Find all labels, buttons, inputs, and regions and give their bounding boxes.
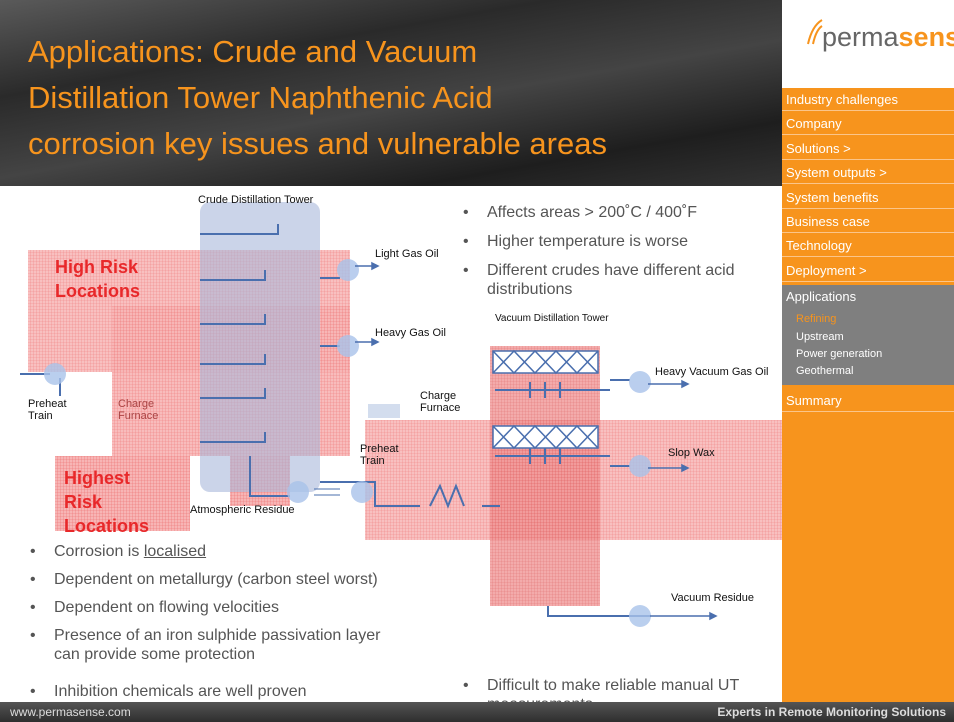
risk-label: High Risk Locations bbox=[55, 255, 175, 303]
crude-tower bbox=[200, 202, 320, 492]
nav-subitem[interactable]: Refining bbox=[796, 313, 836, 325]
nav-item-active[interactable]: Applications bbox=[782, 285, 954, 308]
diagram-label: Charge Furnace bbox=[118, 398, 168, 422]
title-line: corrosion key issues and vulnerable area… bbox=[28, 126, 607, 162]
logo-text: perma bbox=[822, 22, 899, 52]
nav-item[interactable]: System benefits bbox=[782, 186, 954, 209]
nav-item[interactable]: Deployment > bbox=[782, 259, 954, 282]
title-line: Applications: Crude and Vacuum bbox=[28, 34, 477, 70]
footer-tagline: Experts in Remote Monitoring Solutions bbox=[717, 702, 946, 722]
header: Applications: Crude and Vacuum Distillat… bbox=[0, 0, 782, 186]
bullet: Dependent on metallurgy (carbon steel wo… bbox=[30, 570, 454, 589]
footer-url: www.permasense.com bbox=[10, 702, 131, 722]
nav-item[interactable]: System outputs > bbox=[782, 161, 954, 184]
bullet: Higher temperature is worse bbox=[463, 232, 777, 251]
nav-subitem[interactable]: Power generation bbox=[796, 348, 882, 360]
diagram-label: Vacuum Distillation Tower bbox=[495, 313, 609, 324]
bullet: Presence of an iron sulphide passivation… bbox=[30, 626, 384, 664]
diagram-label: Light Gas Oil bbox=[375, 248, 439, 260]
nav-item[interactable]: Solutions > bbox=[782, 137, 954, 160]
nav-item[interactable]: Summary bbox=[782, 389, 954, 412]
diagram-label: Slop Wax bbox=[668, 447, 715, 459]
logo-text: sense bbox=[899, 22, 954, 52]
diagram-label: Heavy Gas Oil bbox=[375, 327, 446, 339]
nav-subitem[interactable]: Geothermal bbox=[796, 365, 853, 377]
diagram-label: Vacuum Residue bbox=[671, 592, 754, 604]
diagram-label: Atmospheric Residue bbox=[190, 504, 295, 516]
footer: www.permasense.com Experts in Remote Mon… bbox=[0, 702, 954, 722]
diagram-label: Charge Furnace bbox=[420, 390, 470, 414]
slide: Applications: Crude and Vacuum Distillat… bbox=[0, 0, 954, 722]
bullet: Inhibition chemicals are well proven bbox=[30, 682, 454, 701]
nav-item[interactable]: Company bbox=[782, 112, 954, 135]
bullet: Different crudes have different acid dis… bbox=[463, 261, 777, 299]
bullet: Corrosion is localised bbox=[30, 542, 454, 561]
risk-label: Highest Risk Locations bbox=[64, 466, 164, 538]
title-line: Distillation Tower Naphthenic Acid bbox=[28, 80, 493, 116]
nav-subitem[interactable]: Upstream bbox=[796, 331, 844, 343]
nav-item[interactable]: Industry challenges bbox=[782, 88, 954, 111]
bullet: Affects areas > 200˚C / 400˚F bbox=[463, 203, 777, 222]
nav-item[interactable]: Business case bbox=[782, 210, 954, 233]
logo-icon bbox=[804, 18, 824, 46]
diagram-label: Crude Distillation Tower bbox=[198, 194, 313, 206]
bullet: Dependent on flowing velocities bbox=[30, 598, 454, 617]
diagram-label: Preheat Train bbox=[360, 443, 400, 467]
preheat-box bbox=[368, 404, 400, 418]
nav-item[interactable]: Technology bbox=[782, 234, 954, 257]
diagram-label: Preheat Train bbox=[28, 398, 68, 422]
diagram-label: Heavy Vacuum Gas Oil bbox=[655, 366, 769, 378]
bullet-underlined: localised bbox=[144, 543, 206, 560]
bullet-text: Corrosion is bbox=[54, 543, 139, 560]
logo: permasense bbox=[782, 0, 954, 88]
